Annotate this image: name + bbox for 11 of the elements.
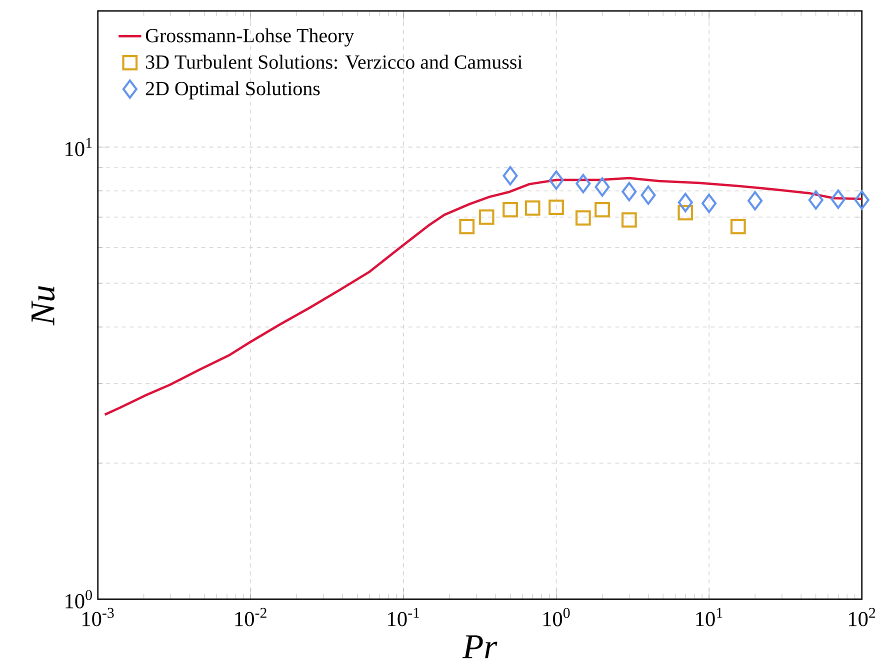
x-axis-title: Pr — [462, 635, 498, 658]
legend-label: 2D Optimal Solutions — [146, 81, 320, 100]
x-tick-label: 10$^{1}$ — [696, 608, 722, 626]
x-tick-label: 10$^{0}$ — [543, 608, 570, 626]
x-tick-label: 10$^{-1}$ — [388, 608, 420, 626]
legend-label: 3D Turbulent Solutions: Verzicco and Camussi — [146, 54, 522, 69]
legend-label: Grossmann-Lohse Theory — [146, 28, 354, 46]
y-axis-title: Nu — [32, 286, 55, 326]
x-tick-label: 10$^{2}$ — [849, 608, 876, 626]
x-tick-label: 10$^{-3}$ — [82, 608, 114, 626]
x-tick-label: 10$^{-2}$ — [235, 608, 266, 626]
